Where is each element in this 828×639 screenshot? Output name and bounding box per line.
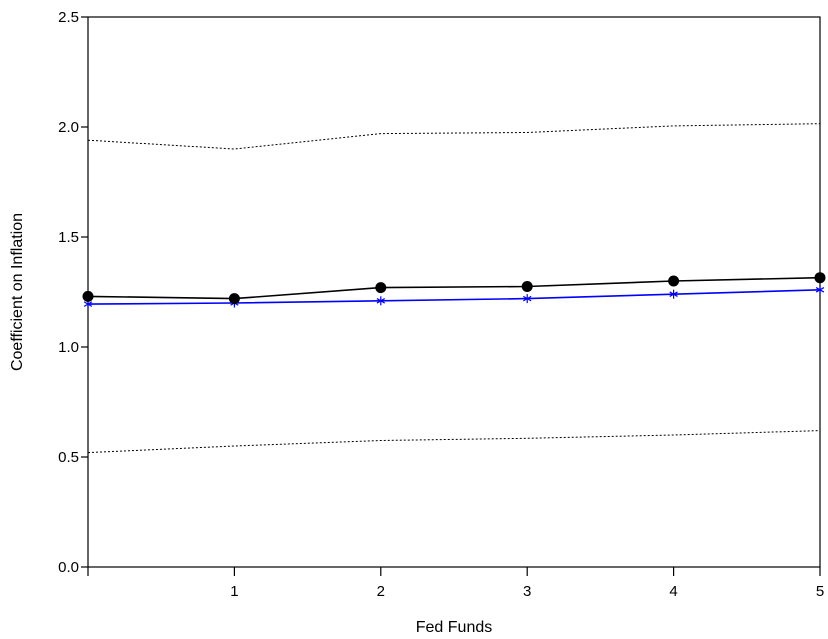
y-tick-label: 2.5	[58, 9, 79, 26]
data-point	[669, 289, 678, 299]
data-point	[228, 293, 240, 305]
y-tick-label: 1.5	[58, 229, 79, 246]
y-tick-label: 0.5	[58, 449, 79, 466]
y-tick-label: 1.0	[58, 339, 79, 356]
data-point	[814, 272, 826, 284]
x-tick-label: 4	[669, 583, 677, 600]
plot-frame	[87, 16, 821, 568]
series-layer	[82, 123, 826, 454]
y-axis-title: Coefficient on Inflation	[9, 213, 26, 371]
data-point	[668, 275, 680, 287]
data-point	[375, 282, 387, 294]
data-point	[523, 294, 532, 304]
y-tick-label: 2.0	[58, 119, 79, 136]
series-2	[87, 123, 821, 150]
asterisk-stroke	[523, 295, 532, 302]
data-point	[82, 290, 94, 302]
y-axis-ticks: 0.0 0.5 1.0 1.5 2.0 2.5	[58, 9, 88, 576]
asterisk-stroke	[83, 301, 93, 307]
data-point	[376, 296, 385, 306]
x-tick-label: 1	[230, 583, 238, 600]
data-point	[521, 281, 533, 292]
asterisk-stroke	[669, 291, 678, 297]
asterisk-stroke	[376, 298, 385, 304]
series-3	[87, 430, 821, 454]
series-0	[82, 272, 826, 305]
x-axis-title: Fed Funds	[416, 619, 492, 636]
series-line	[87, 123, 821, 150]
asterisk-stroke	[815, 287, 825, 293]
data-point	[815, 285, 825, 295]
series-line	[87, 276, 821, 300]
series-line	[87, 289, 821, 305]
series-line	[87, 430, 821, 454]
y-tick-label: 0.0	[58, 559, 79, 576]
plot-border	[87, 16, 821, 568]
series-1	[83, 285, 825, 309]
x-axis-ticks: 1 2 3 4 5	[87, 567, 824, 600]
x-tick-label: 2	[377, 583, 385, 600]
x-tick-label: 5	[816, 583, 824, 600]
x-tick-label: 3	[523, 583, 531, 600]
